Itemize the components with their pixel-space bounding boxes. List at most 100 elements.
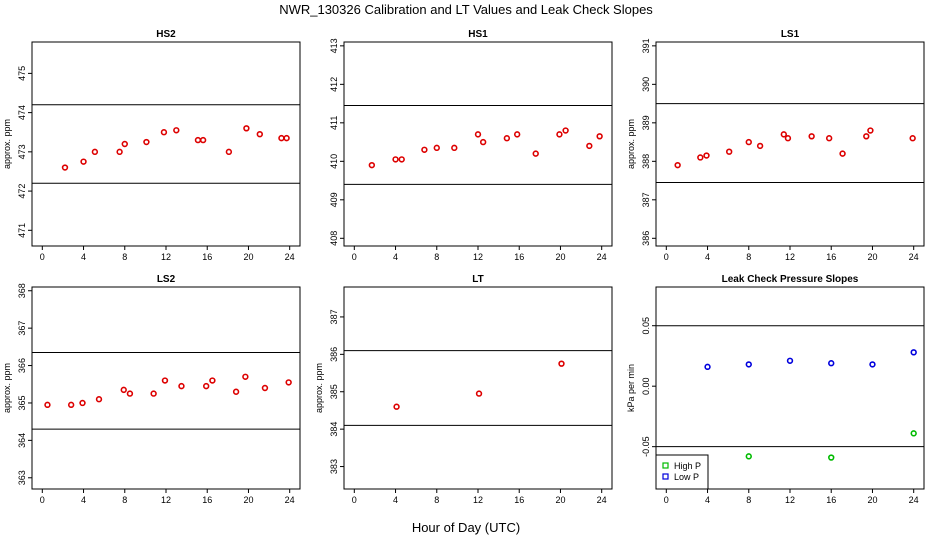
y-tick-label: 410 [329,154,339,169]
panel-4: LS2 0 4 8 12 16 20 24 363 364 365 366 367 368 approx. … [2,274,301,505]
y-axis-label: kPa per min [626,364,636,412]
data-point [225,148,233,156]
y-tick-label: 383 [329,459,339,474]
data-point [756,142,764,150]
y-tick-label: 0.00 [641,377,651,395]
x-tick-label: 16 [826,495,836,505]
data-point [867,127,874,134]
y-tick-label: 385 [329,384,339,399]
y-axis-label: approx. ppm [2,363,12,413]
panel-title: HS1 [468,29,488,40]
data-point [232,388,240,395]
x-tick-label: 12 [161,495,171,505]
data-point [786,357,794,364]
data-point [285,379,292,386]
y-tick-label: 364 [17,433,27,448]
data-point [256,130,263,138]
data-point [143,138,150,146]
data-point [173,127,180,134]
data-point [808,133,815,140]
y-tick-label: 388 [641,154,651,169]
data-point [513,131,521,138]
x-tick-label: 0 [664,495,669,505]
data-point [80,158,87,165]
data-point [398,156,405,163]
x-tick-label: 4 [705,495,710,505]
x-tick-label: 24 [597,495,607,505]
plot-frame [31,41,301,247]
x-tick-label: 16 [202,252,212,262]
y-axis-label: approx. ppm [626,119,636,169]
data-point [393,403,400,410]
x-tick-label: 4 [81,495,86,505]
x-tick-label: 20 [243,495,253,505]
data-point [421,146,428,153]
panel-title: LT [472,274,483,285]
panel-title: HS2 [156,29,176,40]
x-tick-label: 8 [434,252,439,262]
legend-box [655,454,709,490]
x-tick-label: 8 [122,252,127,262]
x-tick-label: 20 [555,495,565,505]
data-point [283,134,290,142]
x-tick-label: 20 [867,495,877,505]
legend-swatch [662,462,669,469]
y-tick-label: 471 [17,223,27,238]
y-tick-label: 386 [641,231,651,246]
data-point [910,430,917,437]
data-point [95,396,103,403]
data-point [451,144,458,152]
plot-frame [343,41,613,247]
data-point [532,150,539,157]
data-point [745,138,752,146]
y-tick-label: 387 [329,309,339,324]
y-tick-label: 363 [17,470,27,485]
panel-title: LS2 [157,274,176,285]
plot-frame [31,286,301,490]
data-point [745,361,752,368]
data-point [392,156,399,163]
x-tick-label: 16 [826,252,836,262]
data-point [745,453,752,460]
data-point [725,148,733,155]
y-tick-label: 474 [17,105,27,120]
legend-swatch [662,473,669,480]
plot-frame [655,41,925,247]
x-tick-label: 12 [473,495,483,505]
x-tick-label: 24 [285,252,295,262]
data-point [433,144,440,152]
x-tick-label: 16 [202,495,212,505]
x-tick-label: 12 [785,252,795,262]
y-tick-label: -0.05 [641,436,651,457]
data-point [674,161,681,169]
x-tick-label: 4 [393,252,398,262]
x-tick-label: 8 [434,495,439,505]
y-tick-label: 367 [17,321,27,336]
data-point [120,386,127,394]
y-tick-label: 412 [329,77,339,92]
y-tick-label: 473 [17,144,27,159]
x-tick-label: 16 [514,495,524,505]
x-axis-label: Hour of Day (UTC) [412,520,520,535]
data-point [780,131,788,138]
x-tick-label: 0 [40,495,45,505]
y-tick-label: 0.05 [641,317,651,335]
y-tick-label: 413 [329,38,339,53]
y-tick-label: 386 [329,347,339,362]
x-tick-label: 16 [514,252,524,262]
y-tick-label: 409 [329,192,339,207]
data-point [562,127,569,134]
y-tick-label: 365 [17,395,27,410]
x-tick-label: 24 [285,495,295,505]
x-tick-label: 12 [473,252,483,262]
data-point [556,131,563,138]
data-point [199,136,207,144]
legend-label: Low P [674,472,699,482]
data-point [243,125,250,132]
panel-title: Leak Check Pressure Slopes [722,274,859,285]
data-point [586,142,593,150]
x-tick-label: 12 [785,495,795,505]
data-point [828,454,835,461]
panel-5: LT 0 4 8 12 16 20 24 383 384 385 386 387 approx. ppm [314,274,613,505]
